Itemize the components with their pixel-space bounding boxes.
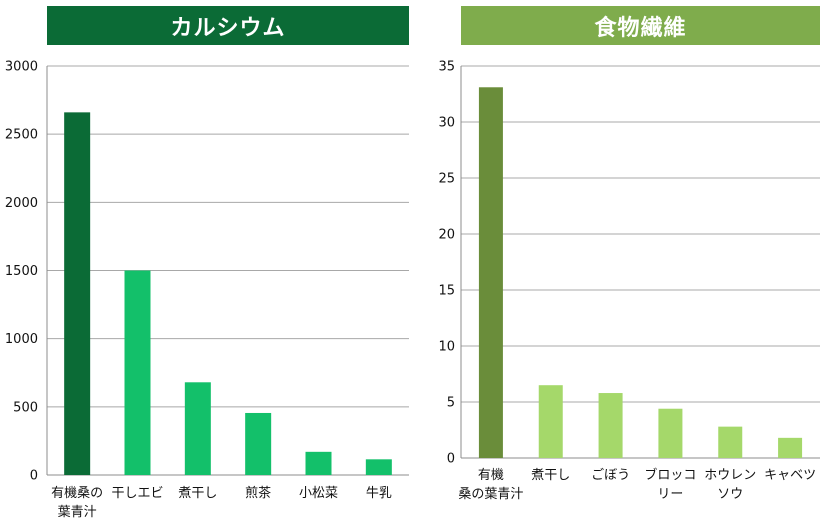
fiber-bar <box>478 87 503 458</box>
calcium-bar <box>124 270 151 475</box>
fiber-category-label: キャベツ <box>764 468 816 483</box>
fiber-bar <box>718 426 743 458</box>
fiber-category-label: リー <box>657 487 683 502</box>
fiber-bar <box>658 408 683 458</box>
calcium-category-label: 有機桑の <box>51 486 103 501</box>
fiber-y-tick-label: 0 <box>447 452 455 467</box>
calcium-bar <box>365 459 392 475</box>
calcium-bar <box>64 112 91 475</box>
calcium-category-label: 牛乳 <box>366 486 392 501</box>
fiber-y-tick-label: 20 <box>438 228 455 243</box>
calcium-bar <box>245 412 272 475</box>
calcium-category-label: 小松菜 <box>299 486 338 501</box>
fiber-y-tick-label: 5 <box>447 396 455 411</box>
fiber-y-tick-label: 30 <box>438 116 455 131</box>
calcium-y-tick-label: 1500 <box>5 264 38 279</box>
calcium-y-tick-label: 2000 <box>5 196 38 211</box>
calcium-y-tick-label: 3000 <box>5 60 38 75</box>
fiber-category-label: ごぼう <box>591 467 630 483</box>
calcium-chart-title: カルシウム <box>47 6 409 45</box>
fiber-bar <box>598 393 623 458</box>
fiber-category-label: ブロッコ <box>644 467 696 483</box>
calcium-category-label: 葉青汁 <box>58 505 97 520</box>
fiber-y-tick-label: 10 <box>438 340 455 355</box>
fiber-y-tick-label: 15 <box>438 284 455 299</box>
fiber-bar <box>538 385 563 458</box>
calcium-bar <box>184 382 211 475</box>
fiber-y-tick-label: 25 <box>438 172 455 187</box>
calcium-y-tick-label: 500 <box>13 400 38 415</box>
fiber-category-label: 有機 <box>478 468 504 483</box>
fiber-category-label: ソウ <box>717 487 743 502</box>
fiber-category-label: 煮干し <box>531 468 570 483</box>
fiber-chart-title: 食物繊維 <box>461 6 820 45</box>
fiber-category-label: ホウレン <box>704 468 756 483</box>
calcium-y-tick-label: 2500 <box>5 128 38 143</box>
calcium-category-label: 煮干し <box>178 486 217 501</box>
fiber-category-label: 桑の葉青汁 <box>458 487 523 502</box>
calcium-category-label: 干しエビ <box>111 486 163 501</box>
calcium-y-tick-label: 1000 <box>5 332 38 347</box>
fiber-bar <box>778 437 803 458</box>
fiber-y-tick-label: 35 <box>438 60 455 75</box>
calcium-category-label: 煎茶 <box>245 485 271 501</box>
calcium-y-tick-label: 0 <box>30 469 38 484</box>
calcium-bar <box>305 451 332 475</box>
